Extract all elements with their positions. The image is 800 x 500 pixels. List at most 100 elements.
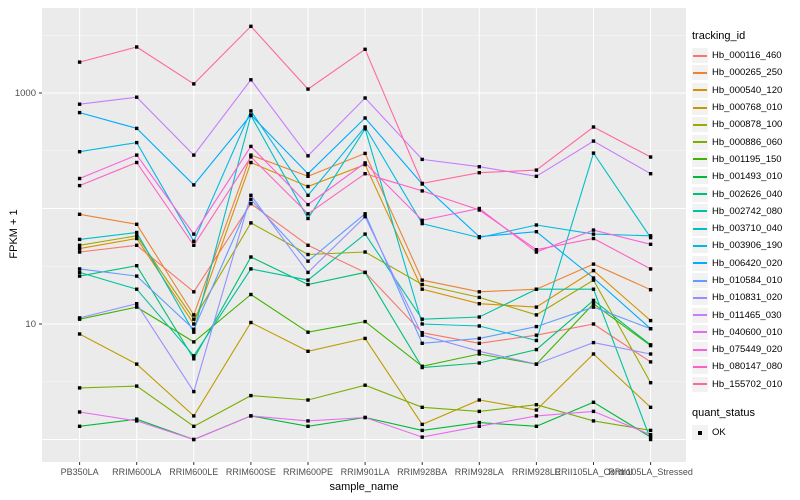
data-point-marker [249, 24, 253, 28]
data-point-marker [477, 336, 481, 341]
data-point-marker [363, 383, 367, 387]
legend-key-line [693, 331, 707, 334]
x-axis-title: sample_name [329, 481, 399, 493]
data-point-marker [77, 176, 82, 181]
data-point-marker [306, 282, 310, 287]
data-point-marker [648, 343, 653, 347]
legend-key-swatch [692, 65, 708, 81]
data-point-marker [534, 287, 539, 291]
data-point-marker [192, 340, 196, 344]
data-point-marker [420, 331, 424, 335]
legend-key-line [693, 54, 707, 57]
data-point-marker [648, 172, 653, 176]
legend-key-swatch [692, 342, 708, 358]
x-tick-label: RRII105LA_Control [554, 467, 632, 477]
data-point-marker [249, 320, 253, 325]
legend-key-swatch [692, 100, 708, 116]
legend-key-swatch [692, 273, 708, 288]
y-tick-label: 10 [25, 319, 36, 330]
data-point-marker [306, 87, 310, 91]
data-point-marker [249, 414, 253, 418]
data-point-marker [363, 116, 367, 120]
legend-label: Hb_075449_020 [712, 344, 783, 356]
data-point-marker [591, 340, 596, 345]
data-point-marker [648, 242, 653, 246]
data-point-marker [192, 424, 196, 428]
data-point-marker [306, 243, 310, 247]
data-point-marker [420, 333, 424, 337]
data-point-marker [306, 424, 310, 428]
data-point-marker [77, 110, 82, 115]
data-point-marker [135, 234, 139, 238]
data-point-marker [249, 255, 253, 259]
data-point-marker [477, 398, 481, 402]
legend-key-swatch [692, 238, 708, 254]
legend-item-Hb_002626_040: Hb_002626_040 [692, 185, 800, 202]
data-point-marker [249, 393, 253, 398]
legend-label: Hb_010584_010 [712, 275, 783, 286]
data-point-marker [306, 349, 310, 353]
data-point-marker [192, 82, 196, 86]
data-point-marker [591, 268, 596, 273]
data-point-marker [534, 248, 539, 252]
data-point-marker [591, 305, 596, 309]
data-point-marker [306, 184, 310, 189]
legend-item-Hb_000265_250: Hb_000265_250 [692, 64, 800, 81]
x-tick-label: RRIM600PE [283, 467, 333, 477]
legend-item-Hb_002742_080: Hb_002742_080 [692, 203, 800, 220]
data-point-marker [363, 415, 367, 420]
x-tick-label: RRIM928LA [455, 467, 504, 477]
data-point-marker [77, 316, 82, 320]
data-point-marker [534, 347, 539, 352]
data-point-marker [77, 150, 82, 154]
data-point-marker [648, 381, 653, 385]
quant-legend-items: OK [692, 424, 800, 441]
data-point-marker [420, 287, 424, 291]
data-point-marker [534, 338, 539, 343]
data-point-marker [192, 330, 196, 334]
data-point-marker [591, 262, 596, 266]
legend-key-line [693, 193, 707, 196]
legend-key-swatch [692, 221, 708, 237]
legend-label: Hb_000768_010 [712, 102, 783, 114]
data-point-marker [306, 259, 310, 263]
data-point-marker [249, 197, 253, 202]
legend-label: Hb_002626_040 [712, 188, 783, 200]
legend-key-line [693, 141, 707, 144]
data-point-marker [420, 365, 424, 370]
legend-key-swatch [692, 324, 708, 340]
data-point-marker [477, 352, 481, 356]
data-point-marker [306, 278, 310, 282]
data-point-marker [648, 318, 653, 323]
legend-key-swatch [692, 376, 708, 392]
legend-items: Hb_000116_460 Hb_000265_250 Hb_000540_120 H… [692, 47, 800, 393]
data-point-marker [420, 181, 424, 186]
legend-key-line [693, 365, 707, 368]
data-point-marker [135, 222, 139, 226]
data-point-marker [192, 313, 196, 317]
data-point-marker [249, 78, 253, 82]
legend-key-swatch [692, 134, 708, 150]
data-point-marker [192, 290, 196, 294]
data-point-marker [477, 324, 481, 328]
data-point-marker [648, 155, 653, 159]
data-point-marker [363, 250, 367, 254]
data-point-marker [306, 419, 310, 423]
legend-item-Hb_003710_040: Hb_003710_040 [692, 220, 800, 237]
data-point-marker [77, 212, 82, 216]
legend-key-line [693, 296, 707, 299]
data-point-marker [420, 278, 424, 282]
legend-item-Hb_006420_020: Hb_006420_020 [692, 255, 800, 272]
data-point-marker [306, 202, 310, 207]
data-point-marker [192, 357, 196, 361]
legend-label: Hb_000540_120 [712, 84, 783, 96]
data-point-marker [534, 403, 539, 407]
quant-label: OK [712, 427, 726, 439]
legend-label: Hb_001195_150 [712, 153, 782, 165]
legend-label: Hb_010831_020 [712, 292, 783, 304]
data-point-marker [477, 341, 481, 345]
data-point-marker [477, 361, 481, 365]
legend-label: Hb_000265_250 [712, 67, 783, 79]
legend-item-Hb_010831_020: Hb_010831_020 [692, 289, 800, 306]
data-point-marker [477, 295, 481, 300]
